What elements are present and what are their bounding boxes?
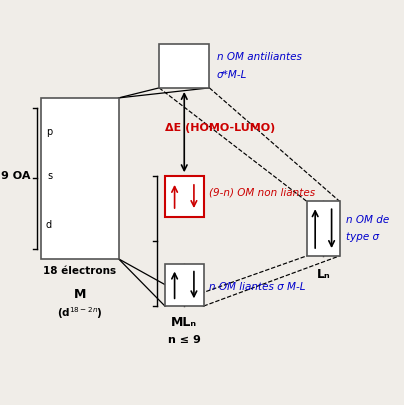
Bar — [165, 176, 204, 217]
Text: MLₙ: MLₙ — [171, 316, 197, 329]
Text: p: p — [46, 127, 52, 137]
Bar — [307, 202, 340, 256]
Text: n OM de: n OM de — [346, 215, 389, 225]
Text: n OM liantes σ M-L: n OM liantes σ M-L — [209, 282, 306, 292]
Text: s: s — [47, 171, 52, 181]
Text: (d$^{18-2n}$): (d$^{18-2n}$) — [57, 305, 103, 321]
Bar — [159, 44, 209, 88]
Bar — [41, 98, 118, 259]
Text: n ≤ 9: n ≤ 9 — [168, 335, 201, 345]
Text: Lₙ: Lₙ — [317, 268, 330, 281]
Text: 18 électrons: 18 électrons — [43, 266, 116, 276]
Text: (9-n) OM non liantes: (9-n) OM non liantes — [209, 188, 316, 198]
Text: n OM antiliantes: n OM antiliantes — [217, 52, 302, 62]
Text: σ*M-L: σ*M-L — [217, 70, 248, 80]
Text: M: M — [74, 288, 86, 301]
Text: type σ: type σ — [346, 232, 379, 243]
Text: ΔE (HOMO-LUMO): ΔE (HOMO-LUMO) — [165, 123, 275, 133]
Text: 9 OA: 9 OA — [1, 171, 31, 181]
Bar — [165, 264, 204, 306]
Text: d: d — [46, 220, 52, 230]
